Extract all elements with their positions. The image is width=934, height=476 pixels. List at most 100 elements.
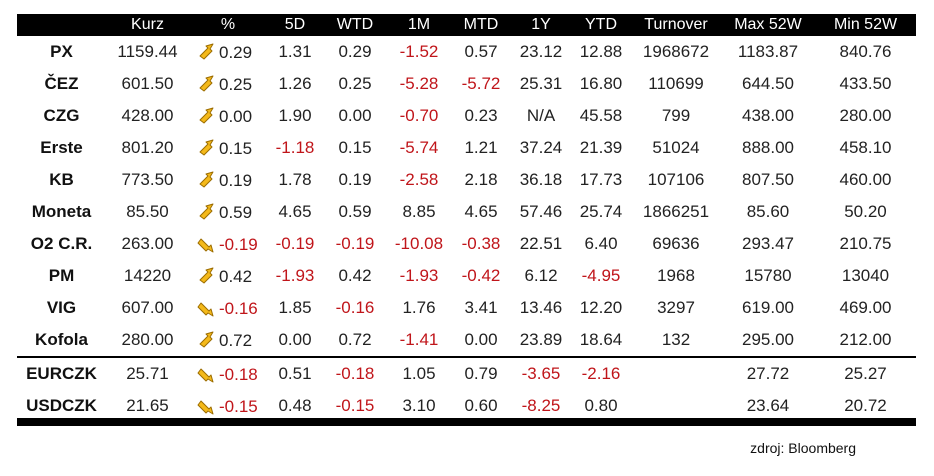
- pct-value: -0.15: [219, 396, 258, 416]
- cell-1y: 23.12: [519, 42, 563, 61]
- header-pct: %: [189, 14, 267, 36]
- cell-pct: 0.72: [189, 324, 267, 357]
- cell-1m: -1.93: [399, 266, 439, 285]
- arrow-down-icon: [197, 368, 214, 382]
- cell-mtd: 3.41: [464, 298, 498, 317]
- cell-min52w: 13040: [841, 266, 890, 285]
- pct-value: -0.16: [219, 298, 258, 318]
- table-row: USDCZK 21.65 -0.15 0.48 -0.15 3.10 0.60 -8.25 0.…: [17, 390, 916, 422]
- cell-mtd: 0.00: [464, 330, 498, 349]
- cell-turnover: 110699: [648, 74, 704, 93]
- cell-max52w: 807.50: [742, 170, 794, 189]
- cell-pct: -0.18: [189, 356, 267, 390]
- cell-wtd: -0.15: [335, 396, 375, 415]
- cell-max52w: 644.50: [742, 74, 794, 93]
- cell-pct: 0.15: [189, 132, 267, 164]
- cell-turnover: 107106: [647, 170, 705, 189]
- cell-turnover: [631, 356, 721, 390]
- cell-1m: -0.70: [399, 106, 439, 125]
- market-table: Kurz % 5D WTD 1M MTD 1Y YTD Turnover Max…: [17, 14, 916, 422]
- cell-name: O2 C.R.: [30, 234, 93, 253]
- cell-min52w: 212.00: [839, 330, 892, 349]
- cell-name: KB: [49, 170, 74, 189]
- cell-1m: -1.41: [399, 330, 439, 349]
- cell-min52w: 50.20: [844, 202, 887, 221]
- cell-max52w: 1183.87: [737, 42, 799, 61]
- table-row: Erste 801.20 0.15 -1.18 0.15 -5.74 1.21 37.24 21…: [17, 132, 916, 164]
- pct-value: 0.25: [219, 74, 253, 94]
- cell-turnover: 1968: [657, 266, 695, 285]
- cell-max52w: 85.60: [746, 202, 790, 221]
- table-header-row: Kurz % 5D WTD 1M MTD 1Y YTD Turnover Max…: [17, 14, 916, 36]
- cell-max52w: 888.00: [742, 138, 794, 157]
- cell-1y: 22.51: [519, 234, 563, 253]
- arrow-down-icon: [197, 238, 214, 252]
- cell-min52w: 25.27: [815, 356, 916, 390]
- cell-turnover: 799: [661, 106, 691, 125]
- cell-ytd: 12.20: [579, 298, 623, 317]
- cell-1m: -5.74: [399, 138, 439, 157]
- cell-min52w: 433.50: [839, 74, 892, 93]
- cell-wtd: 0.19: [338, 170, 372, 189]
- cell-1m: -1.52: [399, 42, 439, 61]
- arrow-up-icon: [199, 75, 214, 91]
- cell-kurz: 428.00: [121, 106, 174, 125]
- cell-pct: 0.19: [189, 164, 267, 196]
- cell-turnover: 3297: [657, 298, 695, 317]
- table-row: Moneta 85.50 0.59 4.65 0.59 8.85 4.65 57.46 25.7…: [17, 196, 916, 228]
- cell-ytd: -2.16: [571, 356, 631, 390]
- cell-pct: 0.29: [189, 36, 267, 68]
- arrow-down-icon: [197, 302, 214, 316]
- cell-name: Moneta: [31, 202, 92, 221]
- arrow-up-icon: [199, 139, 214, 155]
- cell-kurz: 601.50: [121, 74, 174, 93]
- cell-turnover: 51024: [652, 138, 700, 157]
- cell-ytd: 16.80: [579, 74, 623, 93]
- cell-ytd: 21.39: [579, 138, 623, 157]
- cell-name: ČEZ: [44, 74, 79, 93]
- cell-5d: 0.00: [278, 330, 312, 349]
- cell-max52w: 438.00: [742, 106, 794, 125]
- table-row: Kofola 280.00 0.72 0.00 0.72 -1.41 0.00 23.89 18…: [17, 324, 916, 357]
- cell-mtd: 0.79: [451, 356, 511, 390]
- cell-ytd: 18.64: [579, 330, 623, 349]
- cell-ytd: 45.58: [579, 106, 623, 125]
- cell-mtd: -0.42: [461, 266, 501, 285]
- cell-5d: 1.31: [278, 42, 312, 61]
- cell-kurz: 85.50: [126, 202, 169, 221]
- cell-wtd: 0.00: [338, 106, 372, 125]
- cell-wtd: 0.29: [338, 42, 372, 61]
- cell-1y: 37.24: [519, 138, 563, 157]
- cell-name: EURCZK: [17, 356, 106, 390]
- header-1m: 1M: [387, 14, 451, 36]
- cell-ytd: -4.95: [581, 266, 621, 285]
- table-row: O2 C.R. 263.00 -0.19 -0.19 -0.19 -10.08 -0.38 2…: [17, 228, 916, 260]
- cell-name: PX: [50, 42, 73, 61]
- cell-min52w: 469.00: [839, 298, 892, 317]
- header-1y: 1Y: [511, 14, 571, 36]
- header-mtd: MTD: [451, 14, 511, 36]
- table-body: PX 1159.44 0.29 1.31 0.29 -1.52 0.57 23.12 12.88…: [17, 36, 916, 422]
- cell-1m: -5.28: [399, 74, 439, 93]
- cell-kurz: 21.65: [126, 396, 169, 415]
- cell-name: Kofola: [35, 330, 88, 349]
- arrow-up-icon: [199, 267, 214, 283]
- cell-mtd: 0.57: [464, 42, 498, 61]
- cell-5d: -1.18: [275, 138, 315, 157]
- cell-wtd: -0.18: [323, 356, 387, 390]
- cell-name: Erste: [40, 138, 83, 157]
- cell-pct: 0.59: [189, 196, 267, 228]
- table-row: PM 14220 0.42 -1.93 0.42 -1.93 -0.42 6.12 -4.95 1…: [17, 260, 916, 292]
- cell-ytd: 25.74: [579, 202, 623, 221]
- header-wtd: WTD: [323, 14, 387, 36]
- header-5d: 5D: [267, 14, 323, 36]
- cell-5d: -1.93: [275, 266, 315, 285]
- cell-1m: -2.58: [399, 170, 439, 189]
- header-turnover: Turnover: [631, 14, 721, 36]
- cell-1m: 1.05: [387, 356, 451, 390]
- cell-5d: 0.51: [267, 356, 323, 390]
- cell-wtd: 0.15: [338, 138, 372, 157]
- cell-mtd: 2.18: [464, 170, 498, 189]
- cell-mtd: 1.21: [464, 138, 498, 157]
- cell-1y: 36.18: [519, 170, 563, 189]
